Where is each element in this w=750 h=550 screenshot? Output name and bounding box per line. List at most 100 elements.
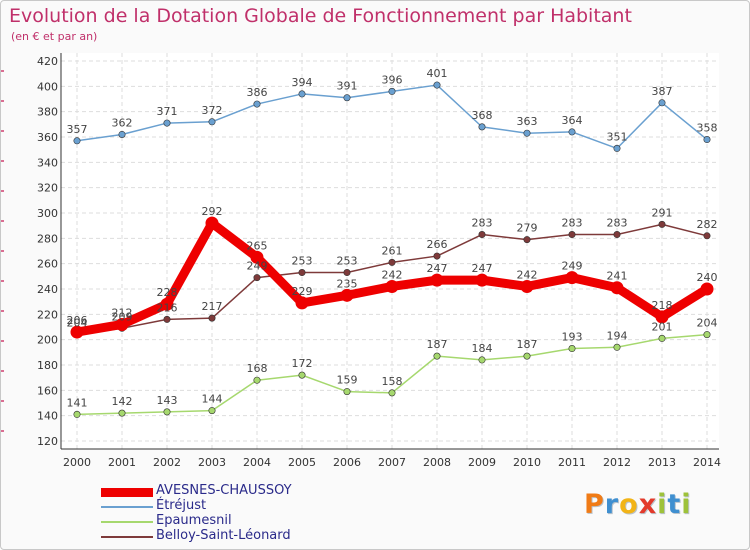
data-point xyxy=(568,231,576,239)
data-point xyxy=(343,269,351,277)
data-label: 235 xyxy=(337,277,358,290)
data-point xyxy=(385,279,399,293)
x-tick-label: 2012 xyxy=(603,456,631,469)
data-point xyxy=(613,144,621,152)
data-point xyxy=(295,296,309,310)
data-point xyxy=(568,128,576,136)
data-label: 261 xyxy=(382,244,403,257)
legend-label: Epaumesnil xyxy=(156,513,232,528)
data-point xyxy=(298,90,306,98)
data-label: 242 xyxy=(382,268,403,281)
data-point xyxy=(703,136,711,144)
data-label: 253 xyxy=(292,255,313,268)
data-point xyxy=(70,325,84,339)
data-point xyxy=(703,331,711,339)
x-tick-label: 2000 xyxy=(63,456,91,469)
data-label: 206 xyxy=(67,314,88,327)
x-tick-label: 2001 xyxy=(108,456,136,469)
data-label: 396 xyxy=(382,73,403,86)
x-tick-label: 2010 xyxy=(513,456,541,469)
data-point xyxy=(250,250,264,264)
data-point xyxy=(298,371,306,379)
y-tick-label: 180 xyxy=(37,359,58,372)
data-label: 283 xyxy=(562,217,583,230)
data-point xyxy=(523,352,531,360)
data-point xyxy=(565,271,579,285)
legend-label: Belloy-Saint-Léonard xyxy=(156,528,291,543)
data-label: 372 xyxy=(202,104,223,117)
chart-title: Evolution de la Dotation Globale de Fonc… xyxy=(9,5,632,27)
data-label: 362 xyxy=(112,116,133,129)
y-tick-label: 420 xyxy=(37,55,58,68)
data-point xyxy=(523,236,531,244)
data-point xyxy=(613,231,621,239)
data-label: 212 xyxy=(112,306,133,319)
data-label: 358 xyxy=(697,122,718,135)
data-label: 292 xyxy=(202,205,223,218)
data-point xyxy=(658,99,666,107)
data-point xyxy=(73,137,81,145)
data-label: 291 xyxy=(652,206,673,219)
logo-letter: x xyxy=(638,489,658,520)
data-label: 194 xyxy=(607,329,628,342)
data-point xyxy=(205,216,219,230)
x-tick-label: 2011 xyxy=(558,456,586,469)
proxiti-logo: Proxiti xyxy=(584,489,692,520)
legend-swatch xyxy=(101,536,153,538)
data-label: 193 xyxy=(562,331,583,344)
y-tick-label: 360 xyxy=(37,131,58,144)
y-tick-label: 260 xyxy=(37,258,58,271)
data-label: 391 xyxy=(337,80,358,93)
x-tick-label: 2013 xyxy=(648,456,676,469)
y-tick-label: 400 xyxy=(37,80,58,93)
y-tick-label: 240 xyxy=(37,283,58,296)
data-label: 229 xyxy=(292,285,313,298)
data-point xyxy=(253,100,261,108)
x-tick-label: 2002 xyxy=(153,456,181,469)
data-point xyxy=(700,282,714,296)
data-label: 143 xyxy=(157,394,178,407)
data-point xyxy=(298,269,306,277)
data-label: 283 xyxy=(472,217,493,230)
logo-letter: i xyxy=(681,489,692,520)
data-point xyxy=(118,130,126,138)
x-tick-label: 2007 xyxy=(378,456,406,469)
legend-swatch xyxy=(101,506,153,508)
data-point xyxy=(208,314,216,322)
data-label: 249 xyxy=(562,260,583,273)
data-point xyxy=(388,258,396,266)
y-tick-label: 380 xyxy=(37,106,58,119)
logo-letter: r xyxy=(604,489,620,520)
x-tick-label: 2003 xyxy=(198,456,226,469)
data-label: 357 xyxy=(67,123,88,136)
data-point xyxy=(478,231,486,239)
chart-subtitle: (en € et par an) xyxy=(11,30,98,43)
data-point xyxy=(118,409,126,417)
logo-letter: P xyxy=(584,489,605,520)
data-point xyxy=(388,389,396,397)
data-point xyxy=(658,334,666,342)
data-label: 282 xyxy=(697,218,718,231)
x-tick-label: 2009 xyxy=(468,456,496,469)
x-tick-label: 2006 xyxy=(333,456,361,469)
data-point xyxy=(430,273,444,287)
y-tick-label: 120 xyxy=(37,435,58,448)
logo-letter: t xyxy=(667,489,682,520)
data-label: 217 xyxy=(202,300,223,313)
data-label: 401 xyxy=(427,67,448,80)
y-tick-label: 320 xyxy=(37,182,58,195)
data-label: 279 xyxy=(517,222,538,235)
x-tick-label: 2005 xyxy=(288,456,316,469)
y-tick-label: 220 xyxy=(37,308,58,321)
legend-swatch xyxy=(101,521,153,523)
data-label: 216 xyxy=(157,301,178,314)
data-point xyxy=(475,273,489,287)
data-label: 386 xyxy=(247,86,268,99)
data-point xyxy=(433,81,441,89)
data-point xyxy=(163,315,171,323)
data-label: 253 xyxy=(337,255,358,268)
data-point xyxy=(478,123,486,131)
data-label: 351 xyxy=(607,130,628,143)
